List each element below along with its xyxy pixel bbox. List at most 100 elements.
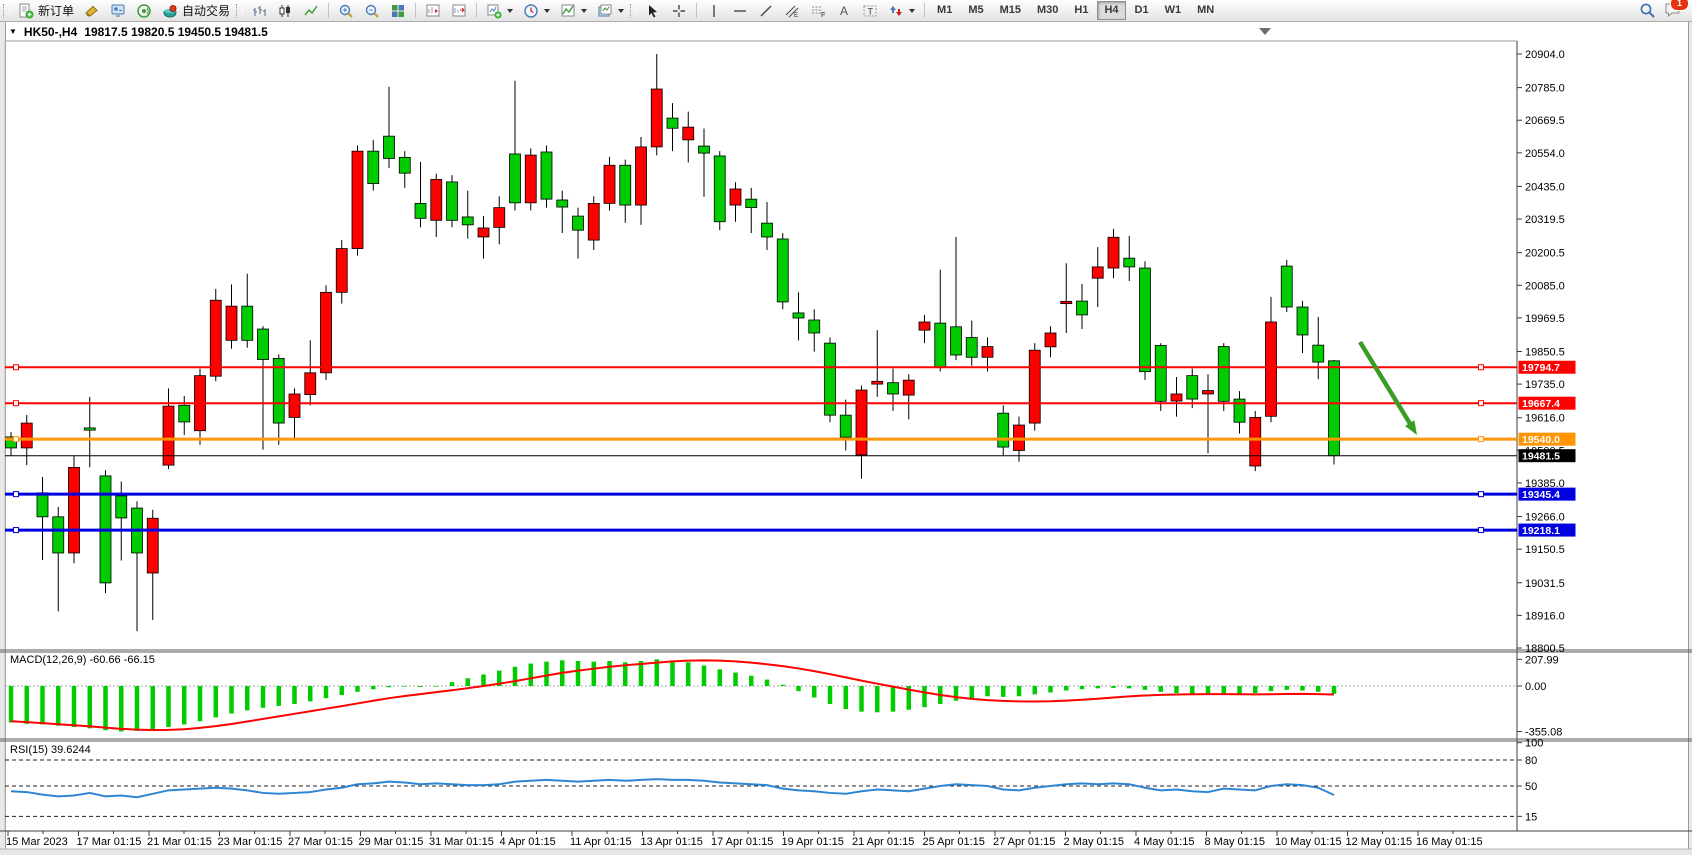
new-order-label: 新订单 — [38, 4, 75, 18]
candlestick-button[interactable] — [272, 0, 298, 21]
autotrading-button[interactable]: 自动交易 — [157, 0, 235, 21]
chart-canvas[interactable]: MACD(12,26,9) -60.66 -66.15 RSI(15) 39.6… — [0, 22, 1692, 855]
chart-shift-button[interactable] — [446, 0, 472, 21]
candle-body — [572, 215, 584, 231]
rsi-indicator-label: RSI(15) 39.6244 — [10, 744, 91, 756]
trendline-icon — [760, 5, 772, 16]
auto-scroll-icon — [426, 4, 440, 16]
period-button[interactable] — [518, 0, 555, 21]
toolbar: 新订单 自动交易 — [0, 0, 1692, 22]
timeframe-button-MN[interactable]: MN — [1197, 4, 1215, 16]
zoom-out-icon — [365, 4, 379, 18]
signals-button[interactable] — [131, 0, 157, 21]
tile-windows-button[interactable] — [385, 0, 411, 21]
notifications-button[interactable]: 1 — [1664, 0, 1689, 21]
toolbar-separator — [476, 3, 478, 18]
trendline-button[interactable] — [753, 0, 779, 21]
line-chart-button[interactable] — [298, 0, 324, 21]
candle-body — [1202, 390, 1214, 395]
auto-scroll-button[interactable] — [420, 0, 446, 21]
price-axis-label: 19850.5 — [1525, 346, 1565, 358]
price-badge: 19481.5 — [1518, 449, 1576, 463]
dropdown-caret — [581, 8, 588, 13]
timeframe-button-H1[interactable]: H1 — [1074, 4, 1089, 16]
candle-body — [619, 164, 632, 206]
line-handle[interactable] — [1478, 491, 1484, 498]
toolbar-grip[interactable] — [3, 3, 10, 18]
candle-body — [304, 372, 317, 395]
macd-axis-label: 207.99 — [1525, 654, 1559, 666]
horizontal-line-button[interactable] — [727, 0, 753, 21]
timeframe-group: M1 M5 M15 M30 H1 H4 D1 W1 MN — [929, 1, 1222, 20]
toolbar-grip[interactable] — [236, 3, 244, 18]
candle-body — [209, 299, 222, 377]
megaphone-icon — [85, 5, 98, 17]
candle-body — [477, 227, 490, 238]
candle-body — [729, 188, 742, 206]
search-icon[interactable] — [1639, 2, 1656, 19]
macd-signal-line — [10, 659, 1335, 731]
zoom-out-button[interactable] — [359, 0, 385, 21]
symbol-label: HK50-,H4 — [23, 25, 78, 39]
indicators-button[interactable] — [555, 0, 592, 21]
line-handle[interactable] — [13, 400, 19, 407]
arrows-button[interactable] — [883, 0, 920, 21]
timeframe-button-D1[interactable]: D1 — [1134, 4, 1149, 16]
timeframe-button-M15[interactable]: M15 — [999, 4, 1021, 16]
terminal-button[interactable] — [105, 0, 131, 21]
timeframe-button-M30[interactable]: M30 — [1037, 4, 1059, 16]
line-handle[interactable] — [13, 436, 19, 443]
line-handle[interactable] — [13, 527, 19, 534]
toolbar-separator — [924, 3, 926, 18]
candle-body — [398, 156, 411, 174]
timeframe-button-W1[interactable]: W1 — [1164, 4, 1182, 16]
dropdown-caret — [507, 8, 514, 13]
svg-text:T: T — [868, 6, 874, 16]
timeframe-button-M5[interactable]: M5 — [968, 4, 984, 16]
line-handle[interactable] — [13, 491, 19, 498]
chart-shift-marker[interactable] — [1259, 28, 1271, 35]
arrow-annotation[interactable] — [1358, 340, 1417, 435]
line-handle[interactable] — [1478, 527, 1484, 534]
line-handle[interactable] — [13, 364, 19, 371]
new-chart-button[interactable] — [481, 0, 518, 21]
candle-body — [1296, 306, 1309, 336]
candle-body — [1217, 346, 1230, 402]
bar-chart-button[interactable] — [246, 0, 272, 21]
candle-body — [272, 358, 285, 424]
line-handle[interactable] — [1478, 400, 1484, 407]
new-chart-icon — [487, 4, 502, 18]
zoom-in-button[interactable] — [333, 0, 359, 21]
text-label-button[interactable]: T — [857, 0, 883, 21]
candle-body — [178, 404, 191, 423]
price-badge: 19218.1 — [1518, 523, 1576, 537]
fibonacci-button[interactable]: F — [805, 0, 831, 21]
equidistant-channel-icon: E — [785, 5, 799, 19]
candle-body — [257, 328, 269, 360]
price-axis-label: 19150.5 — [1525, 544, 1565, 556]
templates-button[interactable] — [592, 0, 629, 21]
line-handle[interactable] — [1478, 364, 1484, 371]
chevron-down-icon[interactable]: ▼ — [9, 26, 17, 36]
macd-axis-label: 0.00 — [1525, 681, 1546, 693]
svg-text:19345.4: 19345.4 — [1522, 489, 1560, 501]
timeframe-button-H4[interactable]: H4 — [1097, 1, 1126, 20]
svg-text:F: F — [821, 12, 825, 19]
line-handle[interactable] — [1478, 436, 1484, 443]
time-axis-label: 23 Mar 01:15 — [218, 836, 283, 848]
price-badge: 19794.7 — [1518, 360, 1576, 374]
new-order-button[interactable]: 新订单 — [13, 0, 79, 21]
timeframe-button-M1[interactable]: M1 — [937, 4, 953, 16]
notification-badge: 1 — [1670, 0, 1689, 11]
time-axis-label: 21 Mar 01:15 — [147, 836, 212, 848]
crosshair-button[interactable] — [666, 0, 692, 21]
candle-body — [635, 146, 647, 206]
cursor-button[interactable] — [640, 0, 666, 21]
channel-button[interactable]: E — [779, 0, 805, 21]
candle-body — [1265, 321, 1277, 417]
candle-body — [603, 164, 616, 204]
vertical-line-button[interactable] — [701, 0, 727, 21]
announcement-button[interactable] — [79, 0, 105, 21]
text-button[interactable]: A — [831, 0, 857, 21]
toolbar-grip[interactable] — [630, 3, 638, 18]
